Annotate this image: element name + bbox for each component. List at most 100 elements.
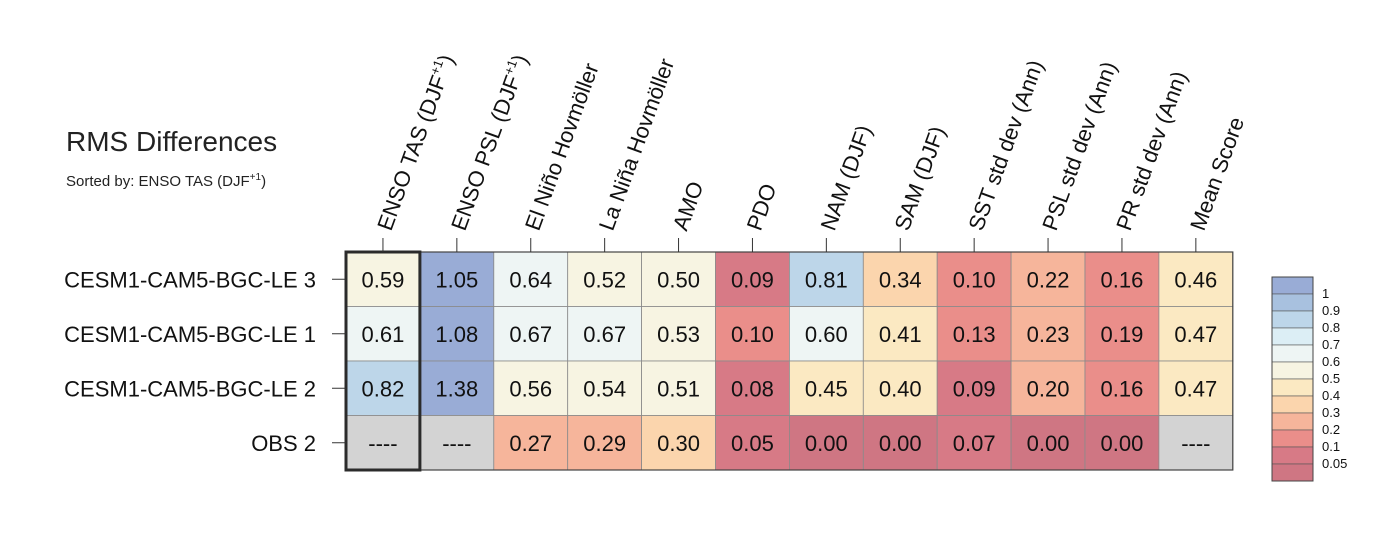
heatmap-cell xyxy=(715,306,790,362)
heatmap-cell xyxy=(1158,251,1234,307)
heatmap-cell xyxy=(641,360,716,416)
subtitle-superscript: +1 xyxy=(249,172,262,183)
cell-value: 1.05 xyxy=(435,267,478,292)
cell-value: 0.41 xyxy=(879,322,922,347)
heatmap-cell xyxy=(1084,251,1160,307)
heatmap-cell xyxy=(936,251,1012,307)
heatmap-cell xyxy=(789,360,864,416)
heatmap-cell xyxy=(936,360,1012,416)
cell-value: 0.20 xyxy=(1027,376,1070,401)
colorbar-tick-label: 0.1 xyxy=(1322,439,1340,454)
chart-subtitle: Sorted by: ENSO TAS (DJF+1) xyxy=(66,172,266,190)
cell-value: 0.47 xyxy=(1174,322,1217,347)
heatmap-cell xyxy=(1084,306,1160,362)
cell-value: 0.07 xyxy=(953,431,996,456)
cell-value: 0.45 xyxy=(805,376,848,401)
column-label: PSL std dev (Ann) xyxy=(1037,58,1121,234)
cell-value: 0.13 xyxy=(953,322,996,347)
heatmap-cell xyxy=(1010,251,1086,307)
cell-value: 0.19 xyxy=(1101,322,1144,347)
column-label: La Niña Hovmöller xyxy=(594,55,679,234)
column-label: Mean Score xyxy=(1185,114,1249,234)
cell-value: 0.67 xyxy=(509,322,552,347)
column-label: NAM (DJF) xyxy=(816,122,877,234)
cell-value: 0.54 xyxy=(583,376,626,401)
cell-value: 0.09 xyxy=(953,376,996,401)
cell-value: ---- xyxy=(1181,431,1210,456)
colorbar-swatch xyxy=(1271,412,1314,431)
cell-value: ---- xyxy=(368,431,397,456)
heatmap-cell xyxy=(345,251,421,307)
row-label: CESM1-CAM5-BGC-LE 3 xyxy=(64,267,316,292)
colorbar-swatch xyxy=(1271,276,1314,295)
cell-value: 0.52 xyxy=(583,267,626,292)
cell-value: 0.81 xyxy=(805,267,848,292)
cell-value: 0.56 xyxy=(509,376,552,401)
chart-title: RMS Differences xyxy=(66,126,278,157)
column-label: ENSO PSL (DJF+1) xyxy=(445,51,533,234)
cell-value: 0.82 xyxy=(362,376,405,401)
cell-value: 0.47 xyxy=(1174,376,1217,401)
cell-value: 0.08 xyxy=(731,376,774,401)
cell-value: 0.60 xyxy=(805,322,848,347)
cell-value: 1.38 xyxy=(435,376,478,401)
heatmap-cell xyxy=(936,306,1012,362)
colorbar-tick-label: 0.4 xyxy=(1322,388,1340,403)
colorbar-tick-label: 0.6 xyxy=(1322,354,1340,369)
heatmap-cell xyxy=(862,360,938,416)
column-label: SST std dev (Ann) xyxy=(963,57,1048,234)
heatmap-cell xyxy=(1010,360,1086,416)
cell-value: 0.67 xyxy=(583,322,626,347)
heatmap-cell xyxy=(789,251,864,307)
column-label: SAM (DJF) xyxy=(889,123,950,234)
colorbar-swatch xyxy=(1271,310,1314,329)
colorbar-tick-label: 0.3 xyxy=(1322,405,1340,420)
cell-value: 0.34 xyxy=(879,267,922,292)
cell-value: 0.05 xyxy=(731,431,774,456)
cell-value: 0.46 xyxy=(1174,267,1217,292)
heatmap-cell xyxy=(715,360,790,416)
colorbar-swatch xyxy=(1271,344,1314,363)
colorbar-swatch xyxy=(1271,446,1314,465)
cell-value: 0.53 xyxy=(657,322,700,347)
cell-value: 0.51 xyxy=(657,376,700,401)
heatmap-cell xyxy=(1158,360,1234,416)
row-label: OBS 2 xyxy=(251,431,316,456)
column-label: PDO xyxy=(742,180,782,233)
heatmap-cell xyxy=(1084,415,1160,471)
colorbar-tick-label: 0.7 xyxy=(1322,337,1340,352)
cell-value: 0.27 xyxy=(509,431,552,456)
cell-value: 0.00 xyxy=(805,431,848,456)
colorbar-swatch xyxy=(1271,361,1314,380)
colorbar-swatch xyxy=(1271,378,1314,397)
column-label: El Niño Hovmöller xyxy=(520,60,604,234)
cell-value: 0.09 xyxy=(731,267,774,292)
cell-value: 0.30 xyxy=(657,431,700,456)
row-label: CESM1-CAM5-BGC-LE 2 xyxy=(64,376,316,401)
colorbar-tick-label: 0.5 xyxy=(1322,371,1340,386)
cell-value: 0.10 xyxy=(953,267,996,292)
colorbar-tick-label: 0.05 xyxy=(1322,456,1347,471)
colorbar-tick-label: 1 xyxy=(1322,286,1329,301)
colorbar-swatch xyxy=(1271,463,1314,482)
colorbar-tick-label: 0.8 xyxy=(1322,320,1340,335)
colorbar-tick-label: 0.9 xyxy=(1322,303,1340,318)
cell-value: 0.16 xyxy=(1101,376,1144,401)
colorbar-swatch xyxy=(1271,395,1314,414)
cell-value: 0.64 xyxy=(509,267,552,292)
heatmap-cell xyxy=(641,306,716,362)
cell-value: 0.40 xyxy=(879,376,922,401)
column-label-superscript: +1 xyxy=(501,58,520,77)
cell-value: 0.00 xyxy=(1101,431,1144,456)
heatmap-cell xyxy=(345,306,421,362)
cell-value: 0.16 xyxy=(1101,267,1144,292)
heatmap-cell xyxy=(862,251,938,307)
cell-value: 0.00 xyxy=(879,431,922,456)
cell-value: 0.61 xyxy=(362,322,405,347)
heatmap-cell xyxy=(641,251,716,307)
heatmap-cell xyxy=(419,360,495,416)
colorbar-swatch xyxy=(1271,429,1314,448)
cell-value: 0.10 xyxy=(731,322,774,347)
heatmap-cell xyxy=(567,360,643,416)
